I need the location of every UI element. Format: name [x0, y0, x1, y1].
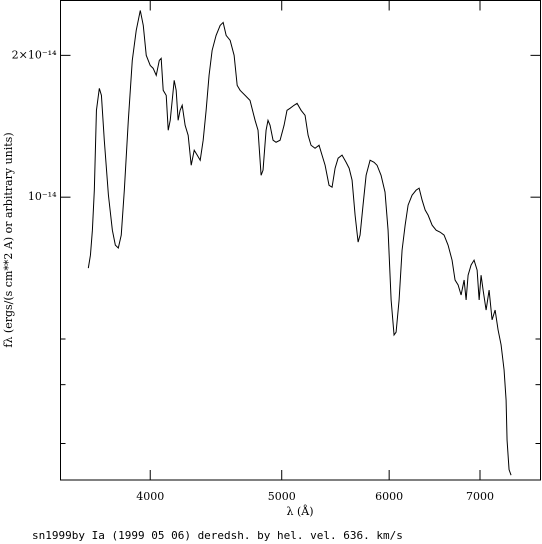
- x-axis-label: λ (Å): [287, 504, 314, 518]
- y-axis-label: fλ (ergs/(s cm**2 A) or arbitrary units): [2, 132, 15, 347]
- y-tick-label: 10⁻¹⁴: [28, 190, 57, 203]
- spectrum-line: [87, 10, 512, 476]
- chart-title: sn1999by Ia (1999 05 06) deredsh. by hel…: [32, 529, 403, 542]
- x-tick-label: 7000: [466, 490, 494, 503]
- x-tick-label: 4000: [136, 490, 164, 503]
- plot-frame: [60, 0, 541, 481]
- x-tick-label: 5000: [268, 490, 296, 503]
- x-tick-label: 6000: [375, 490, 403, 503]
- y-tick-label: 2×10⁻¹⁴: [12, 48, 57, 61]
